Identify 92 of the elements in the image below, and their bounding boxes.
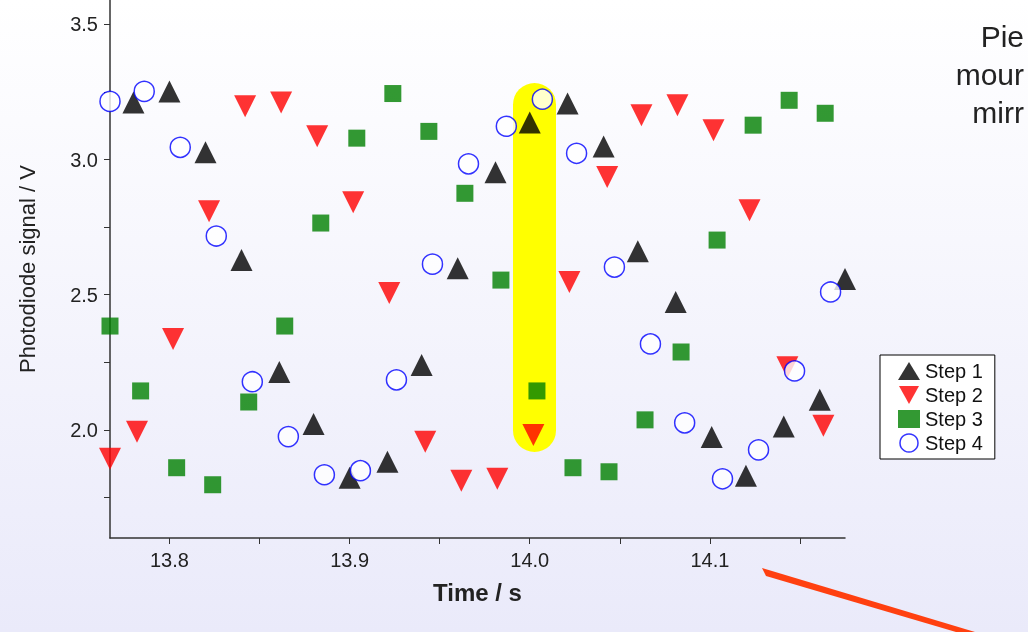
legend-label: Step 2 [925, 384, 983, 406]
point [780, 91, 798, 109]
point [421, 253, 444, 275]
point [596, 166, 619, 189]
point [558, 270, 581, 293]
point [194, 141, 217, 164]
point [556, 92, 579, 115]
y-tick-label: 2.0 [70, 418, 98, 441]
point [240, 393, 258, 411]
point [700, 425, 723, 448]
y-tick-label: 2.5 [70, 283, 98, 306]
point [205, 225, 228, 247]
point [376, 450, 399, 473]
text: mirr [971, 95, 1024, 131]
point [302, 412, 325, 435]
point [101, 317, 119, 335]
point [270, 91, 293, 114]
point [198, 200, 221, 223]
point [664, 290, 687, 313]
point [241, 370, 264, 393]
point [378, 282, 401, 305]
point [528, 382, 546, 400]
legend-label: Step 3 [925, 408, 983, 430]
point [636, 411, 654, 429]
x-tick-label: 14.1 [690, 549, 730, 571]
point [738, 199, 761, 222]
point [816, 104, 834, 122]
point [486, 467, 509, 490]
legend-label: Step 1 [925, 360, 983, 382]
point [564, 459, 582, 477]
point [603, 256, 626, 278]
point [783, 360, 806, 382]
point [168, 459, 186, 477]
point [99, 447, 121, 470]
point [744, 116, 762, 134]
point [204, 476, 222, 494]
point [711, 468, 734, 490]
point [592, 135, 615, 158]
point [450, 469, 473, 492]
point [666, 94, 689, 117]
point [312, 214, 330, 232]
point [456, 184, 474, 202]
point [126, 420, 149, 443]
point [268, 361, 291, 383]
y-tick-label: 3.5 [70, 13, 98, 36]
point [484, 161, 507, 184]
point [708, 231, 726, 249]
point [132, 382, 150, 400]
x-tick-label: 14.0 [510, 549, 550, 571]
point [384, 85, 402, 103]
point [531, 88, 554, 110]
point [385, 369, 408, 391]
point [446, 257, 469, 280]
point [772, 415, 795, 438]
point [808, 388, 831, 411]
x-axis-title: Time / s [433, 578, 522, 606]
text: mour [955, 57, 1024, 93]
x-tick-label: 13.9 [330, 549, 370, 571]
point [734, 464, 757, 487]
point [162, 328, 185, 351]
x-tick-label: 13.8 [149, 549, 189, 571]
point [630, 104, 653, 127]
legend-label: Step 4 [925, 432, 983, 454]
point [349, 459, 372, 482]
point [812, 414, 835, 437]
point [747, 439, 770, 461]
y-axis-title: Photodiode signal / V [14, 164, 40, 373]
point [518, 111, 541, 134]
point [600, 463, 618, 481]
point [234, 95, 257, 118]
point [626, 240, 649, 263]
point [122, 91, 145, 114]
point [702, 119, 725, 142]
text: Pie [979, 19, 1024, 55]
point [673, 412, 696, 434]
point [313, 463, 336, 486]
point [672, 343, 690, 361]
point [522, 424, 545, 446]
point [276, 317, 294, 335]
point [410, 353, 433, 376]
point [819, 281, 842, 303]
y-tick-label: 3.0 [70, 148, 98, 171]
point [420, 122, 438, 140]
point [414, 430, 437, 453]
point [492, 271, 510, 289]
point [230, 249, 253, 272]
point [348, 129, 366, 147]
point [158, 80, 181, 103]
point [639, 333, 662, 355]
point [277, 425, 300, 448]
point [306, 125, 329, 148]
point [342, 191, 365, 214]
